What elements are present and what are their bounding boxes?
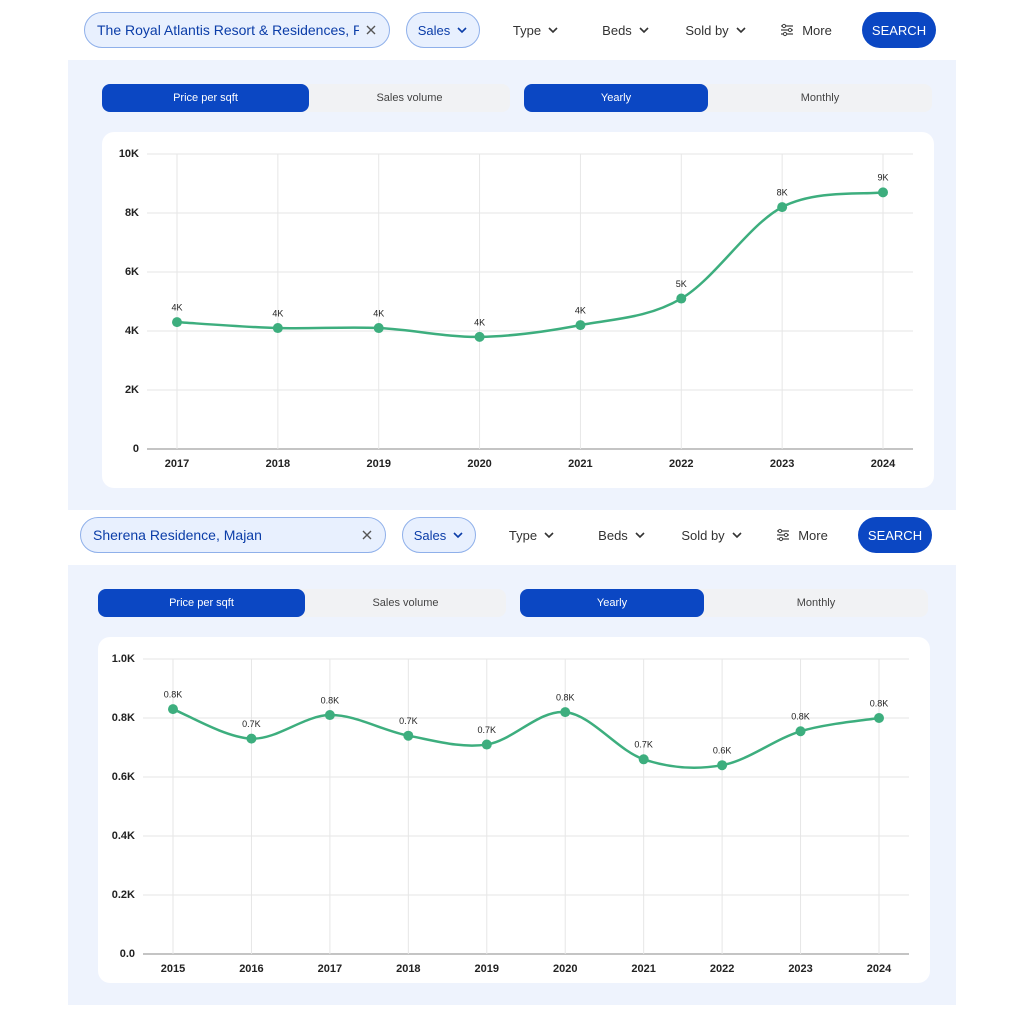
filter-label: Beds bbox=[598, 527, 628, 543]
filter-0[interactable]: Sales bbox=[402, 517, 476, 553]
filter-2[interactable]: Beds bbox=[584, 517, 660, 553]
chevron bbox=[548, 27, 558, 34]
tab[interactable]: Sales volume bbox=[372, 597, 439, 609]
tab[interactable]: Yearly bbox=[520, 589, 704, 617]
filter-label: Sales bbox=[417, 22, 451, 38]
tab[interactable]: Price per sqft bbox=[98, 589, 305, 617]
tab[interactable]: Price per sqft bbox=[102, 84, 309, 112]
filter-2[interactable]: Beds bbox=[588, 12, 664, 48]
filter-label: More bbox=[802, 22, 832, 38]
chevron bbox=[639, 27, 649, 34]
search-query: The Royal Atlantis Resort & Residences, … bbox=[97, 22, 359, 38]
search-button[interactable]: SEARCH bbox=[858, 517, 932, 553]
search-field[interactable]: The Royal Atlantis Resort & Residences, … bbox=[84, 12, 390, 48]
chart-card bbox=[98, 637, 930, 983]
tab[interactable]: Monthly bbox=[800, 92, 840, 104]
chevron bbox=[544, 532, 554, 539]
chevron bbox=[635, 532, 645, 539]
filter-label: Beds bbox=[602, 22, 632, 38]
clear-icon bbox=[366, 25, 376, 35]
search-button[interactable]: SEARCH bbox=[862, 12, 936, 48]
chevron bbox=[732, 532, 742, 539]
chevron bbox=[453, 532, 463, 539]
filter-label: Sold by bbox=[685, 22, 729, 38]
filter-4[interactable]: More bbox=[766, 12, 846, 48]
filter-icon bbox=[777, 528, 790, 542]
filter-label: Sold by bbox=[681, 527, 725, 543]
filter-4[interactable]: More bbox=[762, 517, 842, 553]
tab[interactable]: Sales volume bbox=[376, 92, 443, 104]
clear-icon bbox=[362, 530, 372, 540]
tab[interactable]: Monthly bbox=[796, 597, 836, 609]
tab[interactable]: Yearly bbox=[524, 84, 708, 112]
filter-label: Type bbox=[508, 527, 538, 543]
filter-label: Sales bbox=[413, 527, 447, 543]
filter-label: Type bbox=[512, 22, 542, 38]
search-field[interactable]: Sherena Residence, Majan bbox=[80, 517, 386, 553]
filter-3[interactable]: Sold by bbox=[672, 517, 752, 553]
chart-card bbox=[102, 132, 934, 488]
filter-3[interactable]: Sold by bbox=[676, 12, 756, 48]
chevron bbox=[736, 27, 746, 34]
chevron bbox=[457, 27, 467, 34]
filter-1[interactable]: Type bbox=[496, 12, 576, 48]
filter-icon bbox=[781, 23, 794, 37]
filter-1[interactable]: Type bbox=[492, 517, 572, 553]
filter-label: More bbox=[798, 527, 828, 543]
filter-0[interactable]: Sales bbox=[406, 12, 480, 48]
search-query: Sherena Residence, Majan bbox=[93, 527, 262, 543]
